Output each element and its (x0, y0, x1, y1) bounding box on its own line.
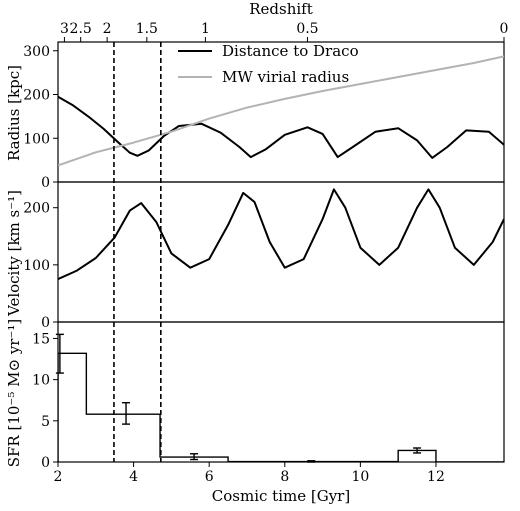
sfr-panel-frame (57, 321, 505, 463)
legend: Distance to Draco MW virial radius (178, 42, 359, 86)
radius-panel-frame (57, 41, 505, 183)
legend-label-distance: Distance to Draco (222, 42, 359, 60)
redshift-tick-label: 3 (60, 21, 69, 37)
redshift-tick-label: 1.5 (136, 21, 158, 37)
xtick-label: 12 (427, 469, 445, 485)
velocity-ytick-label: 0 (41, 315, 50, 331)
xtick-label: 2 (54, 469, 63, 485)
sfr-ytick-label: 10 (32, 373, 50, 389)
radius-ytick-label: 0 (41, 175, 50, 191)
radius-y-label: Radius [kpc] (5, 65, 23, 161)
radius-ytick-label: 300 (23, 44, 50, 60)
top-axis-label: Redshift (249, 0, 313, 18)
radius-ytick-label: 100 (23, 131, 50, 147)
sfr-ytick-label: 15 (32, 331, 50, 347)
x-axis-label: Cosmic time [Gyr] (212, 487, 350, 505)
xtick-label: 10 (351, 469, 369, 485)
sfr-ytick-label: 0 (41, 455, 50, 471)
xtick-label: 4 (129, 469, 138, 485)
velocity-ytick-label: 100 (23, 258, 50, 274)
redshift-tick-label: 2.5 (70, 21, 92, 37)
redshift-tick-label: 1 (201, 21, 210, 37)
radius-series-secondary-line (58, 55, 504, 167)
radius-ytick-label: 200 (23, 88, 50, 104)
legend-label-virial: MW virial radius (222, 68, 349, 86)
redshift-tick-label: 0.5 (296, 21, 318, 37)
radius-series-main-line (58, 95, 504, 159)
sfr-y-label: SFR [10⁻⁵ M⊙ yr⁻¹] (5, 319, 23, 468)
redshift-tick-label: 0 (500, 21, 509, 37)
xtick-label: 8 (280, 469, 289, 485)
sfr-histogram-step (58, 352, 504, 462)
velocity-ytick-label: 200 (23, 201, 50, 217)
velocity-series-main-line (58, 188, 504, 281)
xtick-label: 6 (205, 469, 214, 485)
velocity-y-label: Velocity [km s⁻¹] (5, 190, 23, 317)
redshift-tick-label: 2 (103, 21, 112, 37)
sfr-ytick-label: 5 (41, 414, 50, 430)
